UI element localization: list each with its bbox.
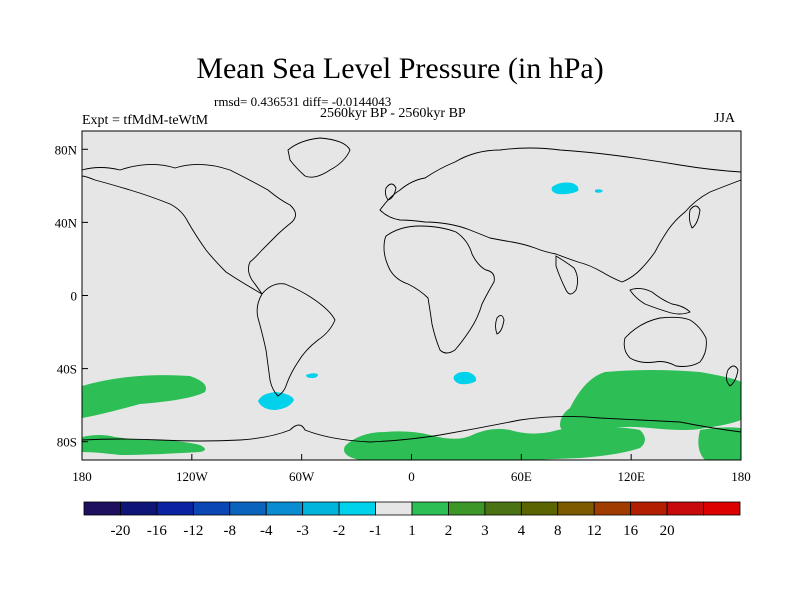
experiment-label: Expt = tfMdM-teWtM <box>82 113 209 128</box>
colorbar: -20 -16 -12 -8 -4 -3 -2 -1 1 2 3 4 8 12 16 20 <box>83 501 741 539</box>
anomaly-region-siberia <box>551 182 579 195</box>
anomaly-region-antarctic-far-east <box>698 427 741 460</box>
colorbar-label: 1 <box>408 523 416 539</box>
colorbar-swatch <box>302 501 340 516</box>
coastline-uk <box>384 183 397 201</box>
y-axis: 80N 40N 0 40S 80S <box>55 142 88 450</box>
anomaly-region-south-pacific <box>82 375 206 418</box>
coastline-eurasia <box>379 147 742 283</box>
colorbar-swatch <box>520 501 559 516</box>
colorbar-swatch <box>120 501 158 516</box>
coastline-greenland <box>287 137 351 178</box>
colorbar-label: -16 <box>147 523 167 539</box>
y-tick-label: 80N <box>55 142 78 157</box>
x-tick-label: 60E <box>511 469 532 484</box>
stats-text: rmsd= 0.436531 diff= -0.0144043 <box>214 94 392 109</box>
y-tick-label: 40N <box>55 215 78 230</box>
coastline-north-america <box>81 164 296 295</box>
colorbar-label: -8 <box>224 523 237 539</box>
colorbar-swatch <box>703 501 741 516</box>
colorbar-label: 3 <box>481 523 489 539</box>
colorbar-swatch <box>338 501 376 516</box>
coastline-southeast-asia <box>629 287 691 315</box>
x-axis: 180 120W 60W 0 60E 120E 180 <box>72 454 751 484</box>
x-tick-label: 60W <box>289 469 315 484</box>
colorbar-swatch <box>83 501 121 516</box>
x-tick-label: 180 <box>731 469 751 484</box>
colorbar-swatch <box>375 501 413 516</box>
colorbar-swatch <box>411 501 449 516</box>
colorbar-label: 12 <box>587 523 602 539</box>
colorbar-label: 8 <box>554 523 562 539</box>
colorbar-swatch <box>630 501 668 516</box>
coastline-south-america <box>256 283 336 397</box>
anomaly-region-antarctic-east <box>344 427 645 460</box>
coastline-australia <box>623 316 707 367</box>
colorbar-swatch <box>229 501 267 516</box>
colorbar-swatch <box>192 501 231 516</box>
coastline-africa <box>383 225 495 354</box>
colorbar-swatch <box>593 501 632 516</box>
season-label: JJA <box>714 111 736 126</box>
colorbar-swatch <box>484 501 522 516</box>
colorbar-swatch <box>557 501 595 516</box>
colorbar-label: -1 <box>369 523 382 539</box>
colorbar-label: -20 <box>110 523 130 539</box>
colorbar-swatch <box>265 501 304 516</box>
colorbar-label: -12 <box>183 523 203 539</box>
y-tick-label: 40S <box>57 362 77 377</box>
anomaly-region-south-atlantic <box>453 371 477 385</box>
coastline-japan <box>688 205 701 229</box>
period-text: 2560kyr BP - 2560kyr BP <box>320 106 466 121</box>
coastline-antarctica <box>81 415 742 443</box>
coastline-new-zealand <box>725 365 739 387</box>
y-tick-label: 0 <box>71 289 78 304</box>
colorbar-swatch <box>666 501 704 516</box>
negative-anomaly-regions <box>258 182 603 410</box>
x-tick-label: 180 <box>72 469 92 484</box>
anomaly-region-antarctic-west <box>82 435 205 455</box>
coastline-madagascar <box>495 315 505 335</box>
y-tick-label: 80S <box>57 435 77 450</box>
colorbar-swatch <box>156 501 194 516</box>
colorbar-label: 2 <box>445 523 453 539</box>
colorbar-label: 16 <box>623 523 639 539</box>
positive-anomaly-regions <box>82 370 741 460</box>
colorbar-swatch <box>448 501 486 516</box>
x-tick-label: 120E <box>617 469 645 484</box>
coastline-india <box>555 255 579 295</box>
colorbar-label: -2 <box>333 523 346 539</box>
anomaly-region-drake-passage <box>258 392 294 410</box>
chart-title: Mean Sea Level Pressure (in hPa) <box>196 52 604 85</box>
colorbar-label: 20 <box>660 523 675 539</box>
anomaly-region-siberia-small <box>595 189 603 193</box>
anomaly-region-small-atlantic <box>306 373 318 378</box>
colorbar-label: -4 <box>260 523 273 539</box>
anomaly-region-southern-ocean-east <box>560 370 741 439</box>
x-tick-label: 120W <box>176 469 209 484</box>
x-tick-label: 0 <box>408 469 415 484</box>
coastlines <box>81 137 742 443</box>
colorbar-label: -3 <box>296 523 309 539</box>
colorbar-label: 4 <box>518 523 526 539</box>
